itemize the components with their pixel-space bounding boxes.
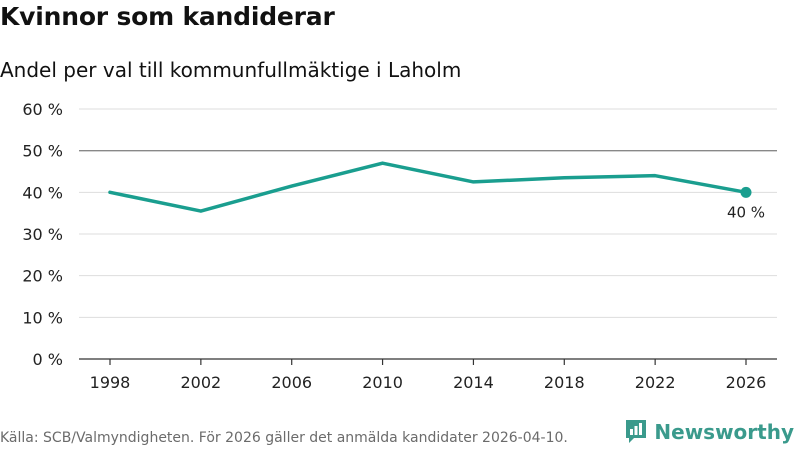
newsworthy-logo-icon <box>626 420 647 443</box>
x-tick-label: 2026 <box>726 373 767 392</box>
x-tick-label: 2002 <box>180 373 221 392</box>
y-tick-label: 30 % <box>22 225 63 244</box>
series-line <box>108 161 748 213</box>
source-note: Källa: SCB/Valmyndigheten. För 2026 gäll… <box>0 430 568 446</box>
chart-title: Kvinnor som kandiderar <box>0 2 335 31</box>
x-tick-label: 2022 <box>635 373 676 392</box>
x-tick-label: 2018 <box>544 373 585 392</box>
x-tick-label: 2010 <box>362 373 403 392</box>
data-point <box>740 186 752 198</box>
x-tick-label: 1998 <box>90 373 131 392</box>
y-tick-label: 60 % <box>22 100 63 119</box>
y-tick-label: 10 % <box>22 308 63 327</box>
y-tick-label: 20 % <box>22 267 63 286</box>
y-tick-label: 50 % <box>22 142 63 161</box>
y-tick-label: 40 % <box>22 183 63 202</box>
x-tick-label: 2006 <box>271 373 312 392</box>
x-tick-label: 2014 <box>453 373 494 392</box>
chart-subtitle: Andel per val till kommunfullmäktige i L… <box>0 58 462 82</box>
newsworthy-brand[interactable]: Newsworthy <box>624 419 794 445</box>
brand-name: Newsworthy <box>654 420 794 444</box>
y-tick-label: 0 % <box>33 350 63 369</box>
data-label: 40 % <box>727 203 765 221</box>
